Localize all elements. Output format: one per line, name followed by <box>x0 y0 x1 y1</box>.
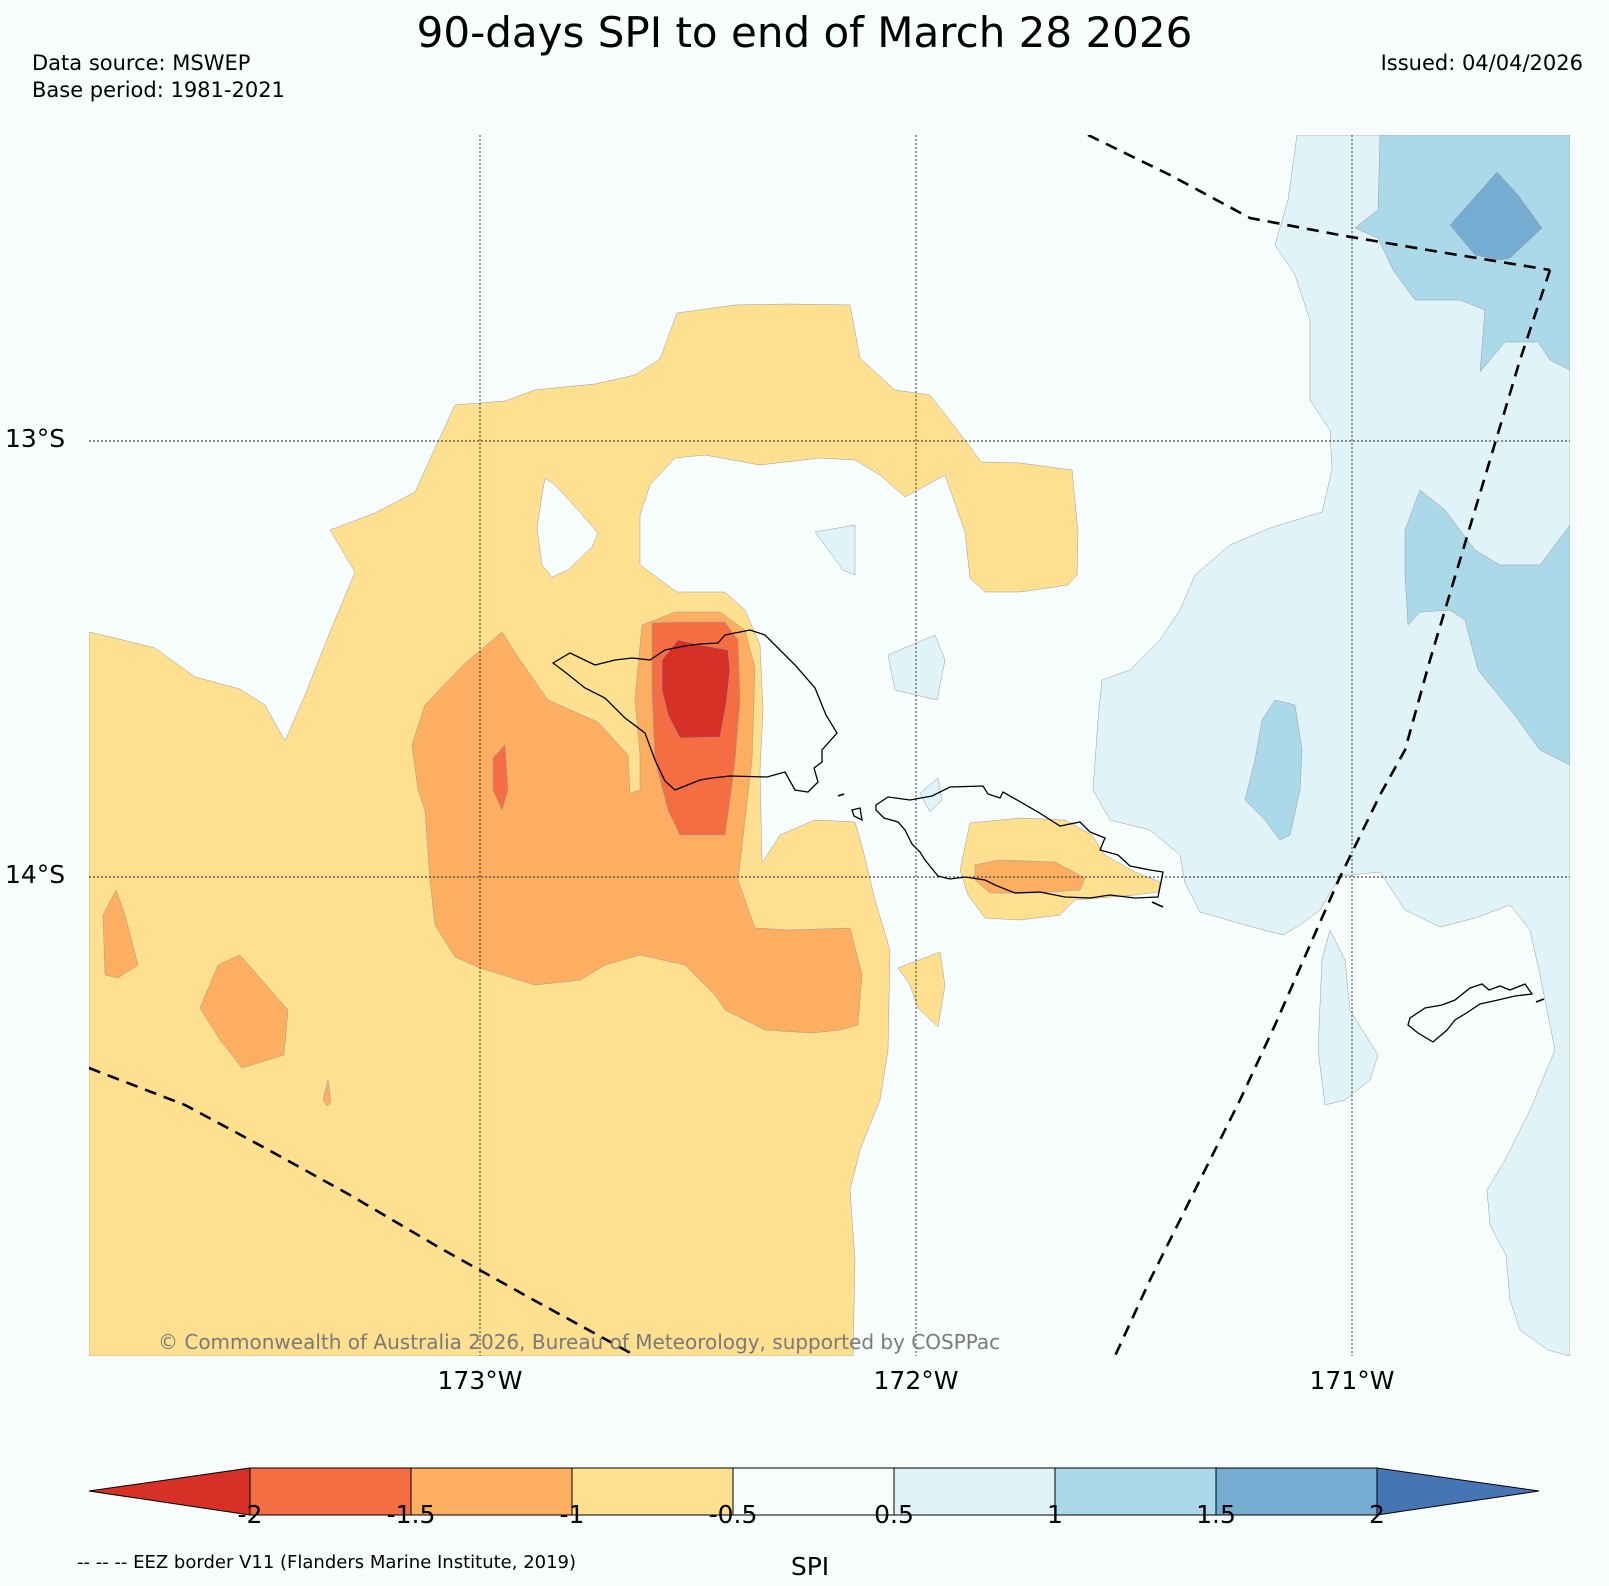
gridlines <box>89 135 1570 1356</box>
colorbar-tick: 1.5 <box>1196 1500 1236 1529</box>
moderate-dry-island <box>974 859 1086 894</box>
wet-patch-a <box>814 524 856 576</box>
base-period: Base period: 1981-2021 <box>32 78 285 102</box>
coastline-manono <box>837 793 845 797</box>
colorbar-seg-05-1 <box>893 1467 1056 1516</box>
lat-label-14s: 14°S <box>5 860 66 889</box>
wet-zone-moderate-e <box>1404 489 1570 766</box>
colorbar-tick: -1.5 <box>386 1500 436 1529</box>
colorbar-tick: -2 <box>237 1500 263 1529</box>
moderate-dry-small <box>322 1079 332 1107</box>
wet-patch-d <box>1317 929 1379 1106</box>
eez-border-southwest <box>89 1066 637 1356</box>
lat-label-13s: 13°S <box>5 424 66 453</box>
moderate-dry-main <box>411 611 863 1034</box>
colorbar-tick: 2 <box>1369 1500 1385 1529</box>
moderate-dry-far-west <box>102 889 139 979</box>
lon-label-172w: 172°W <box>873 1366 959 1395</box>
extreme-dry-core <box>661 639 731 739</box>
colorbar-label: SPI <box>790 1552 830 1581</box>
colorbar-tick: -0.5 <box>708 1500 758 1529</box>
coastline-savaii <box>551 629 838 793</box>
very-wet-ne <box>1449 171 1543 261</box>
issued-date: Issued: 04/04/2026 <box>1380 51 1583 75</box>
colorbar-seg-m1-m05 <box>571 1467 734 1516</box>
coastline-aunuu <box>1535 998 1545 1003</box>
severe-dry-small <box>492 744 509 811</box>
wet-zone-moderate-c <box>1244 699 1303 841</box>
colorbar-tick: -1 <box>559 1500 585 1529</box>
map-title: 90-days SPI to end of March 28 2026 <box>416 8 1193 57</box>
wet-zone-east <box>1092 135 1570 1356</box>
eez-borders <box>89 135 1552 1356</box>
colorbar-seg-m05-05 <box>732 1467 895 1516</box>
coastline-tutuila <box>1407 983 1534 1043</box>
colorbar-tick: 0.5 <box>874 1500 914 1529</box>
coastline-upolu <box>875 785 1164 899</box>
data-source: Data source: MSWEP <box>32 51 251 75</box>
lon-label-173w: 173°W <box>437 1366 523 1395</box>
eez-border-east <box>1113 269 1552 1356</box>
coastline-upolu-tip <box>1151 901 1164 908</box>
eez-border-north <box>1087 135 1551 272</box>
copyright-text: © Commonwealth of Australia 2026, Bureau… <box>158 1330 1001 1354</box>
wet-patch-b <box>887 634 946 701</box>
colorbar-extend-high <box>1376 1467 1540 1516</box>
dry-zone-east-shelf <box>897 951 946 1028</box>
coastlines <box>551 629 1545 1043</box>
colorbar-seg-m2-m15 <box>249 1467 412 1516</box>
eez-legend-note: -- -- -- EEZ border V11 (Flanders Marine… <box>77 1552 577 1573</box>
neutral-hole-a <box>536 477 599 578</box>
coastline-apolima <box>851 807 863 822</box>
map-frame <box>89 135 1570 1356</box>
meta-left: Data source: MSWEP Base period: 1981-202… <box>32 50 285 104</box>
moderate-dry-west <box>199 954 289 1069</box>
colorbar-tick: 1 <box>1047 1500 1063 1529</box>
wet-patch-c <box>919 777 943 813</box>
colorbar-seg-1-15 <box>1054 1467 1217 1516</box>
lon-label-171w: 171°W <box>1309 1366 1395 1395</box>
colorbar-seg-m15-m1 <box>410 1467 573 1516</box>
